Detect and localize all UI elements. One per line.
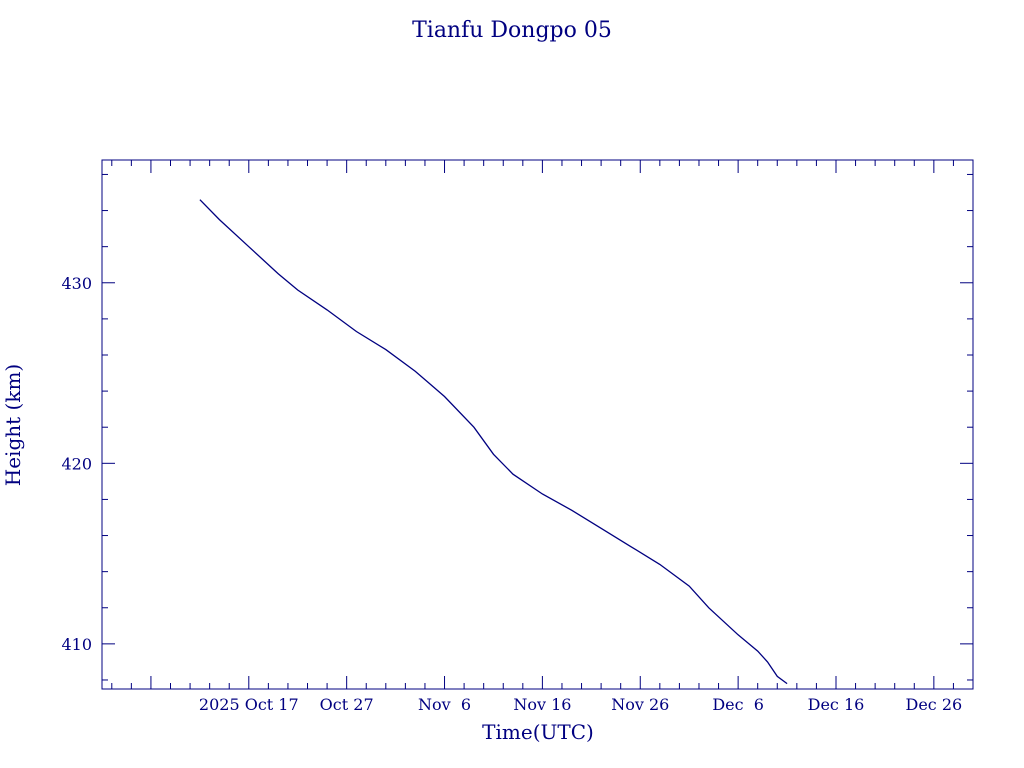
y-tick-label: 430 (61, 274, 92, 293)
x-axis-ticks: 2025 Oct 17 Oct 27 Nov 6 Nov 16 Nov 26 Dec 6 D… (111, 160, 974, 714)
x-tick-label: Dec 16 (808, 695, 865, 714)
x-tick-label: Dec 6 (712, 695, 764, 714)
y-axis-ticks: 410 420 430 (61, 173, 973, 681)
series-layer (199, 199, 788, 685)
plot-frame (101, 159, 974, 690)
x-axis-label: Time(UTC) (482, 720, 594, 744)
chart-title: Tianfu Dongpo 05 (412, 18, 612, 43)
y-axis-label: Height (km) (1, 364, 25, 486)
x-tick-label: Oct 27 (320, 695, 374, 714)
x-tick-label: Nov 26 (611, 695, 669, 714)
x-tick-label: Nov 16 (513, 695, 571, 714)
y-tick-label: 410 (61, 635, 92, 654)
x-tick-label: 2025 Oct 17 (199, 695, 299, 714)
x-tick-label: Nov 6 (418, 695, 471, 714)
y-tick-label: 420 (61, 454, 92, 473)
x-tick-label: Dec 26 (906, 695, 963, 714)
height-series-line (199, 199, 788, 685)
